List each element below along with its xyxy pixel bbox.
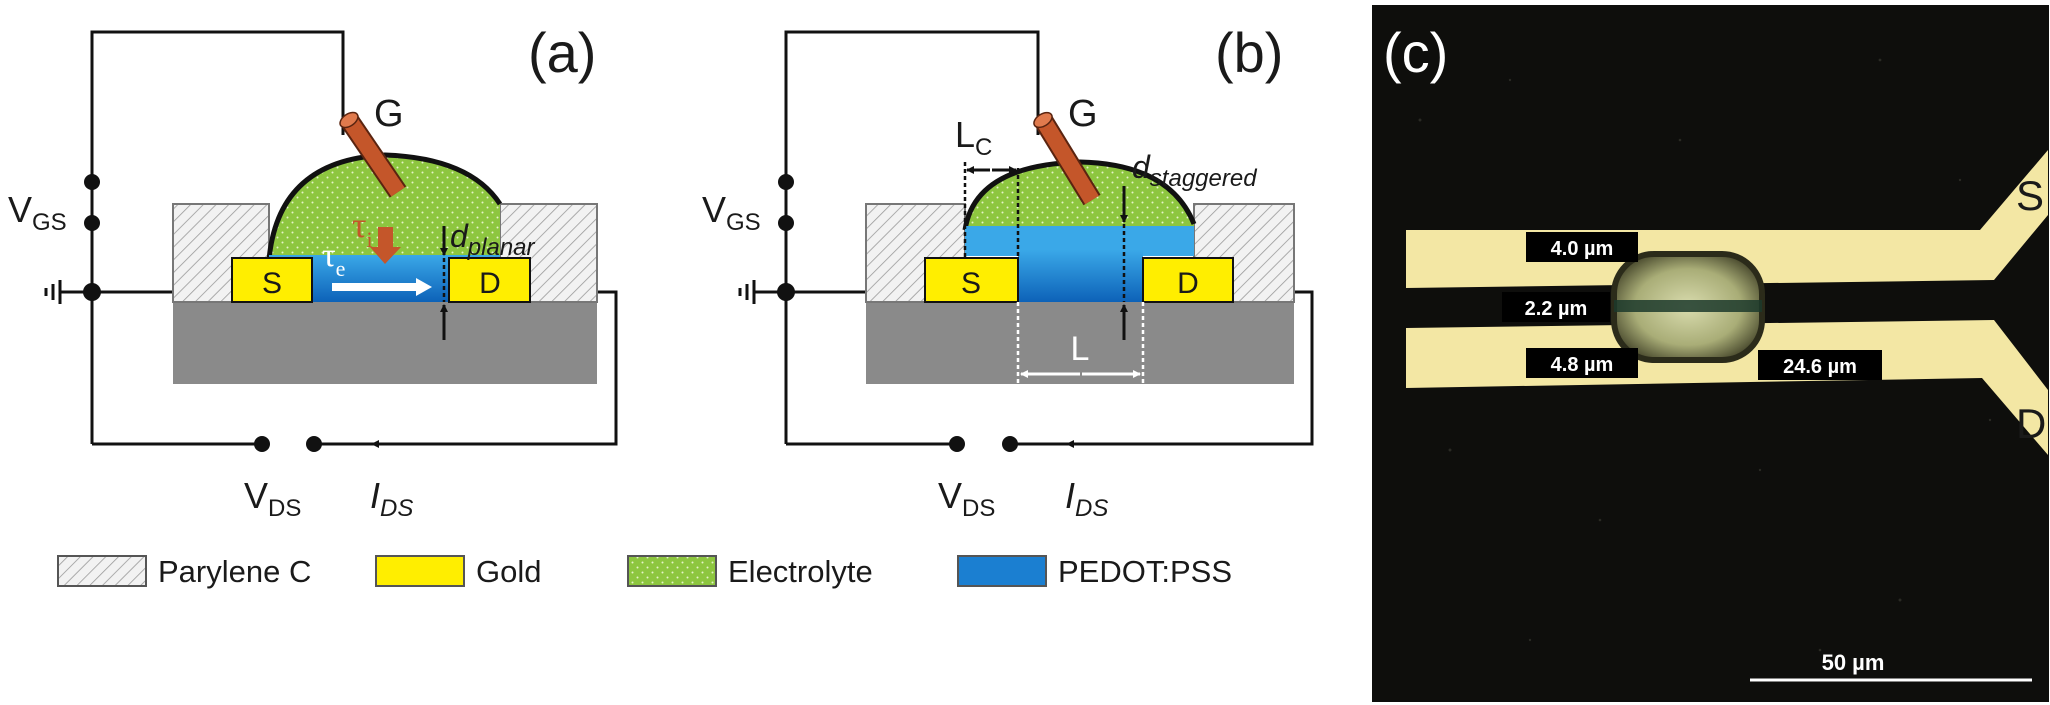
length-label: L [1071,330,1090,368]
electron-arrowhead [416,278,432,296]
gate-wire [784,30,1040,182]
vgs-terminal [778,174,794,190]
measurement-box [1526,232,1638,262]
vgs-terminal [84,174,100,190]
panel-a-label: (a) [528,21,596,84]
tau-i-label: τi [352,205,373,252]
ids-label: IDS [370,475,413,522]
ground-icon [738,280,786,304]
ids-label: IDS [1065,475,1108,522]
panel-a: (a) S D [8,21,618,522]
measurement-gap: 2.2 µm [1525,298,1588,320]
legend-swatch-parylene [57,555,147,587]
thickness-label: dstaggered [1132,149,1257,192]
source-label: S [961,267,981,300]
drain-label: D [1177,267,1199,300]
vds-terminal [254,436,270,452]
gate-label: G [374,93,404,135]
measurement-bottom: 4.8 µm [1551,354,1614,376]
measurement-box [1502,292,1610,322]
source-label-photo: S [2016,172,2044,219]
drain-label-photo: D [2016,400,2046,447]
legend-label-electrolyte: Electrolyte [728,554,873,589]
legend-swatch-gold [375,555,465,587]
vgs-label: VGS [702,189,761,236]
vds-terminal [949,436,965,452]
drain-label: D [479,267,501,300]
ground-icon [44,280,92,304]
legend: Parylene C Gold Electrolyte PEDOT:PSS [57,554,1232,589]
source-electrode [231,257,313,303]
substrate [866,302,1294,384]
gate-electrode [339,111,407,198]
ion-arrow [370,227,401,264]
legend-swatch-electrolyte [627,555,717,587]
legend-label-gold: Gold [476,554,541,589]
measurement-box [1758,350,1882,380]
legend-label-pedot: PEDOT:PSS [1058,554,1232,589]
gate-label: G [1068,93,1098,135]
legend-swatch-pedot [957,555,1047,587]
substrate [173,302,597,384]
measurement-length: 24.6 µm [1783,356,1857,378]
thickness-label: dplanar [450,218,536,261]
scale-bar-label: 50 µm [1822,650,1885,675]
channel-gap-photo [1614,300,1762,312]
vds-label: VDS [244,475,301,522]
source-electrode [924,257,1019,303]
vgs-label: VGS [8,189,67,236]
drain-electrode [448,257,531,303]
gate-wire [90,30,345,182]
tau-e-label: τe [322,237,345,281]
pedot-channel [1018,250,1143,302]
panel-c: (c) S D 4.0 µm 2.2 µm 4.8 µm 24.6 µm 50 … [1372,5,2049,702]
electrolyte-drop [269,155,500,255]
panel-b: (b) S D G [702,21,1314,522]
measurement-box [1526,348,1638,378]
gate-electrode [1033,111,1101,206]
panel-c-label: (c) [1383,21,1448,84]
source-label: S [262,267,282,300]
panel-b-label: (b) [1215,21,1283,84]
vds-label: VDS [938,475,995,522]
measurement-top: 4.0 µm [1551,238,1614,260]
lc-label: LC [955,114,992,161]
drain-electrode [1142,257,1234,303]
micrograph-noise [1418,58,1992,652]
legend-label-parylene: Parylene C [158,554,311,589]
